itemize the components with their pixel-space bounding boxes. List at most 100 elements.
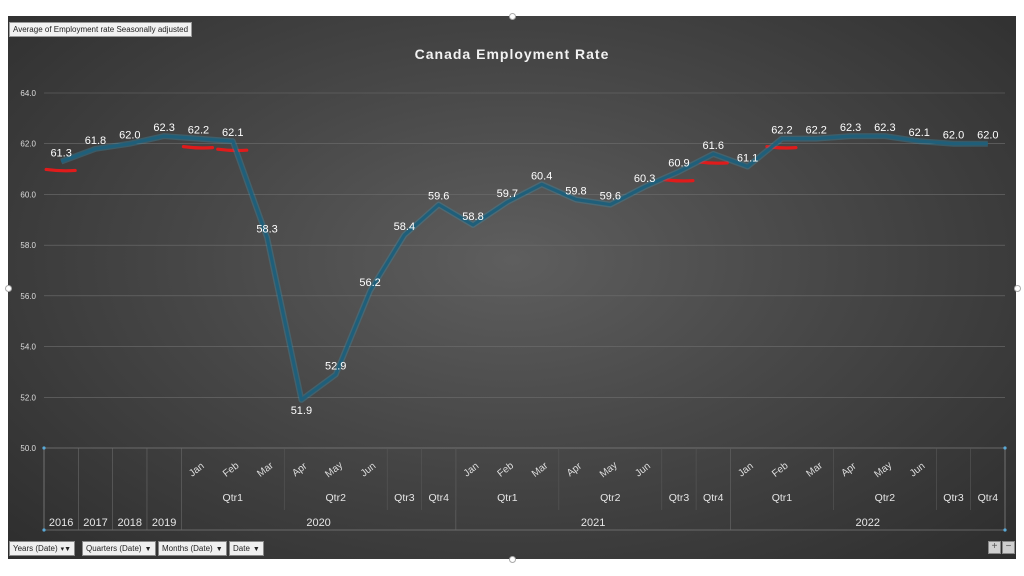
highlight-mark [662,178,695,183]
quarter-tick-label: Qtr2 [875,492,896,504]
data-label: 58.8 [462,211,483,223]
y-tick-label: 62.0 [20,140,36,149]
y-tick-label: 64.0 [20,89,36,98]
data-label: 62.3 [840,122,861,134]
month-tick-label: Jun [633,461,652,480]
data-label: 62.3 [874,122,895,134]
resize-handle-right[interactable] [1014,285,1021,292]
data-label: 59.8 [565,186,586,198]
month-tick-label: Apr [565,460,585,479]
y-tick-label: 58.0 [20,241,36,250]
years-date-label: Years (Date) [13,544,58,553]
y-tick-label: 60.0 [20,190,36,199]
y-tick-label: 54.0 [20,343,36,352]
data-label: 51.9 [291,405,312,417]
filter-dropdown-icon: ▾▼ [60,546,72,553]
years-date-field-button[interactable]: Years (Date) ▾▼ [9,541,76,556]
data-label: 60.9 [668,158,689,170]
data-label: 58.4 [394,221,415,233]
data-label: 58.3 [256,224,277,236]
data-label: 62.2 [771,125,792,137]
y-tick-label: 52.0 [20,393,36,402]
data-label: 52.9 [325,360,346,372]
year-tick-label: 2022 [855,517,879,529]
chart-title: Canada Employment Rate [415,46,610,62]
quarter-tick-label: Qtr3 [394,492,415,504]
expand-field-button[interactable]: + [988,541,1001,554]
month-tick-label: Jun [359,461,378,480]
date-label: Date [233,544,250,553]
quarters-date-field-button[interactable]: Quarters (Date) ▼ [82,541,156,556]
month-tick-label: May [873,460,895,480]
highlight-mark [216,147,249,153]
year-tick-label: 2018 [118,517,142,529]
collapse-field-button[interactable]: − [1002,541,1015,554]
month-tick-label: Mar [530,460,551,480]
axis-corner-dot [42,528,46,532]
y-tick-label: 56.0 [20,292,36,301]
month-tick-label: Apr [839,460,859,479]
month-tick-label: Apr [290,460,310,479]
year-tick-label: 2019 [152,517,176,529]
month-tick-label: Feb [496,460,517,480]
month-tick-label: May [323,460,345,480]
quarter-tick-label: Qtr3 [943,492,964,504]
axis-corner-dot [1003,446,1007,450]
date-field-button[interactable]: Date ▼ [229,541,264,556]
chart-area [8,16,1016,559]
month-tick-label: Jan [462,461,481,480]
month-tick-label: Feb [770,460,791,480]
series-line-glow [60,133,988,403]
data-label: 61.1 [737,153,758,165]
data-label: 62.0 [977,130,998,142]
dropdown-icon: ▼ [144,546,152,553]
month-tick-label: Mar [805,460,826,480]
quarter-tick-label: Qtr1 [497,492,518,504]
quarters-date-label: Quarters (Date) [86,544,142,553]
data-label: 61.8 [85,135,106,147]
dropdown-icon: ▼ [252,546,260,553]
highlight-mark [181,145,215,150]
data-label: 62.1 [908,127,929,139]
month-tick-label: May [598,460,620,480]
data-label: 61.3 [50,147,71,159]
data-label: 59.7 [497,188,518,200]
data-label: 59.6 [600,191,621,203]
quarter-tick-label: Qtr4 [703,492,724,504]
resize-handle-top[interactable] [509,13,516,20]
highlight-mark [44,167,77,173]
month-tick-label: Jan [187,461,206,480]
month-tick-label: Mar [255,460,276,480]
month-tick-label: Jan [736,461,755,480]
year-tick-label: 2017 [83,517,107,529]
data-label: 62.3 [153,122,174,134]
months-date-field-button[interactable]: Months (Date) ▼ [158,541,227,556]
months-date-label: Months (Date) [162,544,213,553]
dropdown-icon: ▼ [215,546,223,553]
quarter-tick-label: Qtr4 [978,492,999,504]
month-tick-label: Jun [908,461,927,480]
year-tick-label: 2021 [581,517,605,529]
series-line [60,134,988,402]
quarter-tick-label: Qtr1 [772,492,793,504]
quarter-tick-label: Qtr2 [600,492,621,504]
data-label: 56.2 [359,277,380,289]
data-label: 59.6 [428,191,449,203]
quarter-tick-label: Qtr4 [428,492,449,504]
month-tick-label: Feb [221,460,242,480]
axis-corner-dot [1003,528,1007,532]
data-label: 62.2 [188,125,209,137]
data-label: 61.6 [703,140,724,152]
value-field-button[interactable]: Average of Employment rate Seasonally ad… [9,22,193,37]
y-tick-label: 50.0 [20,444,36,453]
year-tick-label: 2020 [306,517,330,529]
highlight-mark [696,160,729,165]
data-label: 62.1 [222,127,243,139]
year-tick-label: 2016 [49,517,73,529]
resize-handle-left[interactable] [5,285,12,292]
quarter-tick-label: Qtr1 [223,492,244,504]
resize-handle-bottom[interactable] [509,556,516,563]
data-label: 60.4 [531,170,552,182]
quarter-tick-label: Qtr2 [326,492,347,504]
